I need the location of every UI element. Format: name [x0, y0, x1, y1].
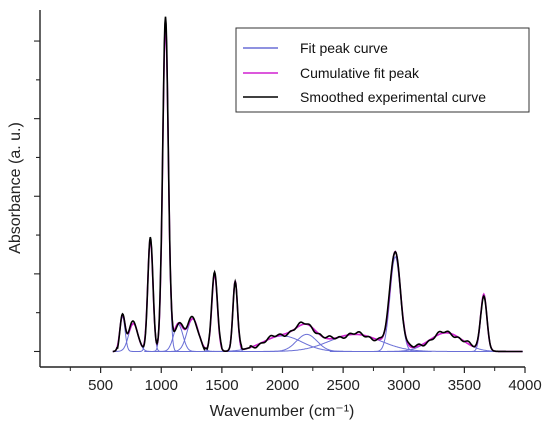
x-tick-label: 3500	[448, 377, 481, 394]
legend-box	[235, 27, 530, 113]
x-tick-label: 4000	[508, 377, 541, 394]
y-ticks	[34, 40, 40, 353]
legend-label-fit: Fit peak curve	[300, 40, 388, 56]
x-tick-label: 3000	[387, 377, 420, 394]
legend: Fit peak curve Cumulative fit peak Smoot…	[235, 27, 530, 113]
x-tick-labels: 500 1000 1500 2000 2500 3000 3500 4000	[88, 377, 542, 394]
x-axis-title: Wavenumber (cm⁻¹)	[210, 403, 355, 420]
fit-peak-curve	[218, 281, 252, 352]
y-axis-title: Absorbance (a. u.)	[7, 122, 24, 254]
legend-label-experimental: Smoothed experimental curve	[300, 89, 486, 105]
x-tick-label: 2000	[266, 377, 299, 394]
x-ticks	[69, 367, 526, 373]
x-tick-label: 1500	[205, 377, 238, 394]
x-tick-label: 2500	[326, 377, 359, 394]
legend-label-cumulative: Cumulative fit peak	[300, 65, 420, 81]
experimental-curve	[112, 16, 523, 353]
x-tick-label: 500	[88, 377, 113, 394]
x-tick-label: 1000	[145, 377, 178, 394]
fit-peak-curve	[145, 25, 186, 352]
